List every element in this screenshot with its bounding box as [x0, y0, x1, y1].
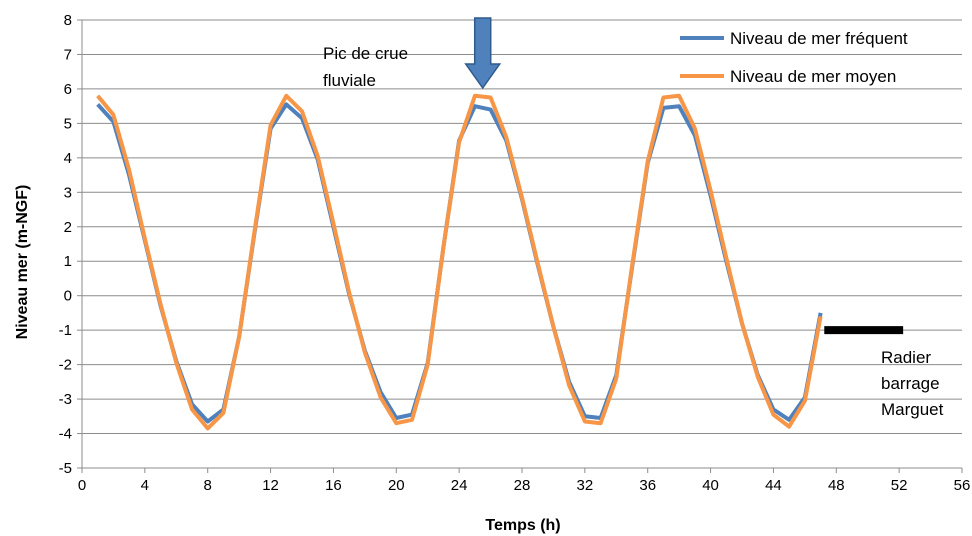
x-tick-label: 44 [765, 477, 782, 494]
x-tick-label: 48 [828, 477, 845, 494]
legend: Niveau de mer fréquent Niveau de mer moy… [680, 29, 908, 86]
x-tick-label: 4 [141, 477, 149, 494]
y-tick-label: 1 [64, 253, 72, 270]
y-tick-label: -5 [59, 460, 72, 477]
y-tick-label: 5 [64, 115, 72, 132]
gridlines [77, 19, 963, 473]
y-tick-label: -1 [59, 322, 72, 339]
y-tick-label: -3 [59, 391, 72, 408]
x-tick-label: 12 [262, 477, 279, 494]
y-tick-label: -4 [59, 426, 72, 443]
radier-label-line2: barrage [881, 374, 940, 393]
crue-label-line2: fluviale [323, 71, 376, 90]
y-tick-label: 3 [64, 184, 72, 201]
x-tick-label: 20 [388, 477, 405, 494]
axes [81, 20, 962, 469]
x-tick-label: 24 [451, 477, 468, 494]
y-tick-label: 4 [64, 150, 72, 167]
radier-label-line1: Radier [881, 348, 931, 367]
y-tick-label: 7 [64, 46, 72, 63]
y-tick-label: -2 [59, 357, 72, 374]
x-tick-label: 0 [78, 477, 86, 494]
radier-label-line3: Marguet [881, 400, 944, 419]
x-tick-label: 8 [204, 477, 212, 494]
x-tick-label: 28 [514, 477, 531, 494]
x-tick-label: 52 [891, 477, 908, 494]
x-tick-label: 32 [577, 477, 594, 494]
y-axis-title: Niveau mer (m-NGF) [14, 185, 31, 340]
x-tick-label: 36 [639, 477, 656, 494]
crue-annotation: Pic de crue fluviale [323, 17, 502, 90]
x-tick-labels: 0 4 8 12 16 20 24 28 32 36 40 44 48 52 56 [78, 477, 971, 494]
y-tick-labels: 8 7 6 5 4 3 2 1 0 -1 -2 -3 -4 -5 [59, 12, 72, 477]
x-axis-title: Temps (h) [485, 517, 560, 534]
y-tick-label: 6 [64, 81, 72, 98]
series-line-1 [96, 93, 823, 431]
x-tick-label: 56 [954, 477, 971, 494]
x-tick-label: 40 [702, 477, 719, 494]
y-tick-label: 0 [64, 288, 72, 305]
x-tick-label: 16 [325, 477, 342, 494]
legend-label-moyen: Niveau de mer moyen [730, 67, 896, 86]
legend-label-frequent: Niveau de mer fréquent [730, 29, 908, 48]
radier-annotation: Radier barrage Marguet [824, 326, 944, 419]
down-arrow-icon [464, 17, 502, 90]
y-tick-label: 2 [64, 219, 72, 236]
y-tick-label: 8 [64, 12, 72, 29]
crue-label-line1: Pic de crue [323, 44, 408, 63]
arrow-shape [464, 17, 502, 90]
series [96, 93, 823, 431]
